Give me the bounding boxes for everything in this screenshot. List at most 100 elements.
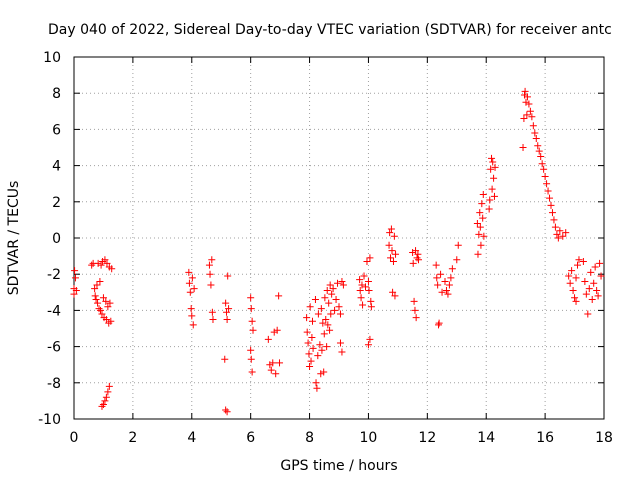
data-point	[590, 279, 598, 287]
data-point	[476, 209, 484, 217]
data-point	[320, 330, 328, 338]
data-point	[485, 205, 493, 213]
data-point	[338, 277, 346, 285]
data-point	[363, 258, 371, 266]
data-point	[444, 290, 452, 298]
data-point	[304, 339, 312, 347]
data-point	[336, 339, 344, 347]
y-tick-label: -2	[47, 267, 61, 283]
data-point	[309, 317, 316, 325]
data-point	[441, 277, 449, 285]
x-tick-label: 14	[477, 430, 495, 446]
data-point	[360, 272, 368, 280]
data-point	[574, 261, 581, 269]
data-point	[267, 366, 275, 374]
data-point	[276, 359, 284, 367]
data-point	[566, 279, 574, 287]
data-point	[575, 256, 583, 264]
chart-title: Day 040 of 2022, Sidereal Day-to-day VTE…	[48, 22, 612, 38]
data-point	[453, 256, 461, 264]
data-point	[104, 303, 112, 311]
data-point	[489, 158, 497, 166]
data-point	[385, 241, 393, 249]
data-point	[320, 368, 328, 376]
data-point	[319, 319, 327, 327]
x-tick-label: 18	[595, 430, 613, 446]
data-point	[413, 254, 421, 262]
data-point	[531, 129, 539, 137]
data-point	[205, 261, 213, 269]
data-point	[71, 274, 79, 282]
data-point	[97, 261, 105, 269]
data-point	[434, 281, 442, 289]
grid-lines	[74, 57, 604, 419]
data-point	[597, 272, 605, 280]
data-point	[390, 232, 398, 240]
data-point	[88, 261, 96, 269]
y-tick-label: -6	[47, 340, 61, 356]
data-point	[364, 277, 372, 285]
data-point	[107, 317, 115, 325]
data-point	[71, 267, 79, 275]
data-point	[475, 230, 483, 238]
data-point	[97, 306, 104, 314]
data-point	[442, 286, 450, 294]
data-point	[548, 209, 556, 217]
data-point	[314, 352, 322, 360]
data-point	[222, 299, 230, 307]
data-point	[565, 272, 573, 280]
data-point	[480, 232, 488, 240]
plot-frame	[73, 56, 605, 420]
data-point	[247, 355, 255, 363]
data-series-sdtvar	[70, 87, 605, 416]
data-point	[594, 292, 602, 300]
data-point	[366, 335, 374, 343]
data-point	[336, 310, 344, 318]
data-point	[528, 113, 536, 121]
data-point	[389, 288, 397, 296]
data-point	[572, 274, 580, 282]
data-point	[312, 379, 320, 387]
data-point	[445, 281, 453, 289]
data-point	[448, 265, 456, 273]
data-point	[209, 315, 217, 323]
x-tick-label: 8	[305, 430, 314, 446]
data-point	[473, 220, 481, 228]
data-point	[412, 314, 420, 322]
data-point	[559, 232, 567, 240]
data-point	[70, 290, 78, 298]
data-point	[534, 142, 542, 150]
data-point	[478, 200, 486, 208]
y-axis-label: SDTVAR / TECUs	[6, 181, 22, 296]
data-point	[247, 305, 255, 313]
data-point	[357, 294, 365, 302]
data-point	[94, 259, 102, 267]
x-tick-label: 12	[418, 430, 436, 446]
data-point	[318, 346, 326, 354]
data-point	[571, 294, 579, 302]
data-point	[269, 359, 277, 367]
data-point	[521, 91, 528, 99]
data-point	[414, 250, 422, 258]
data-point	[359, 301, 367, 309]
data-point	[104, 388, 112, 396]
data-point	[521, 87, 529, 95]
data-point	[92, 296, 100, 304]
y-tick-label: 2	[52, 195, 61, 211]
data-point	[208, 256, 216, 264]
data-point	[562, 229, 570, 237]
data-point	[102, 297, 110, 305]
x-tick-labels: 0 2 4 6 8 10 12 14 16 18	[70, 430, 613, 446]
data-point	[476, 223, 484, 231]
data-point	[523, 93, 531, 101]
data-point	[522, 98, 530, 106]
data-point	[102, 315, 110, 323]
data-point	[556, 227, 564, 235]
data-point	[584, 310, 592, 318]
data-point	[582, 290, 590, 298]
data-point	[409, 259, 417, 267]
data-point	[247, 294, 255, 302]
data-point	[490, 192, 498, 200]
data-point	[223, 408, 231, 416]
y-tick-label: 4	[52, 159, 61, 175]
